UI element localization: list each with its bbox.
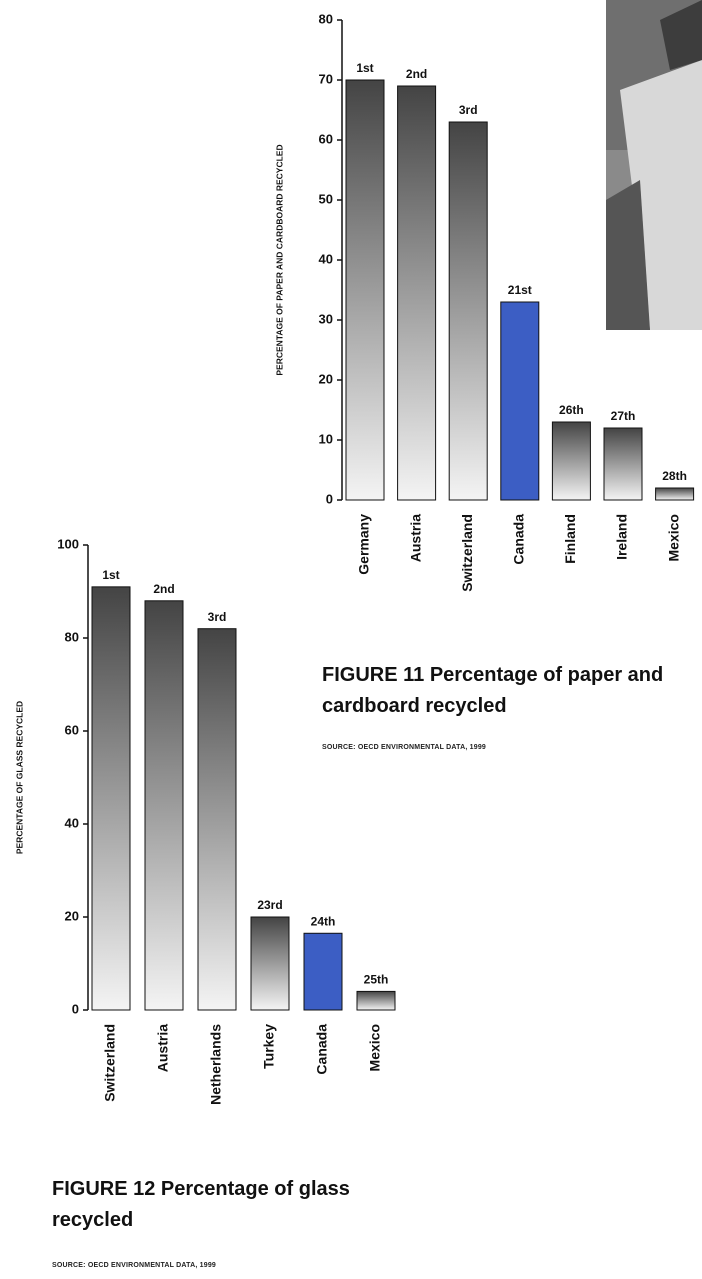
chart-title: FIGURE 12 Percentage of glass recycled [52, 1178, 350, 1231]
x-tick-label: Turkey [261, 1024, 277, 1069]
x-tick-label: Mexico [367, 1024, 383, 1071]
bar [197, 628, 237, 1011]
bar [144, 600, 184, 1011]
bar [250, 916, 290, 1011]
bar-annotation: 21st [508, 283, 532, 297]
x-tick-label: Mexico [665, 514, 681, 561]
bar-annotation: 25th [364, 973, 389, 987]
bar-annotation: 28th [662, 469, 687, 483]
x-tick-label: Netherlands [208, 1024, 224, 1105]
y-tick-label: 20 [319, 371, 333, 386]
y-tick-label: 30 [319, 311, 333, 326]
photo [606, 0, 702, 330]
y-tick-label: 80 [319, 11, 333, 26]
bar-annotation: 3rd [459, 103, 478, 117]
y-tick-label: 80 [65, 629, 79, 644]
y-tick-label: 10 [319, 431, 333, 446]
bar-annotation: 26th [559, 403, 584, 417]
bar-annotation: 24th [311, 914, 336, 928]
bar [448, 121, 488, 501]
bar [397, 85, 437, 501]
y-tick-label: 20 [65, 908, 79, 923]
x-tick-label: Canada [511, 514, 527, 565]
bar-annotation: 23rd [257, 898, 282, 912]
bar-annotation: 3rd [208, 610, 227, 624]
x-tick-label: Canada [314, 1024, 330, 1075]
bar-annotation: 1st [102, 568, 119, 582]
y-tick-label: 0 [72, 1001, 79, 1016]
x-tick-label: Finland [562, 514, 578, 564]
bar-annotation: 1st [356, 61, 373, 75]
y-tick-label: 60 [319, 131, 333, 146]
y-tick-label: 70 [319, 71, 333, 86]
source: SOURCE: OECD ENVIRONMENTAL DATA, 1999 [322, 744, 487, 751]
bar [303, 932, 343, 1011]
x-tick-label: Switzerland [459, 514, 475, 592]
x-tick-label: Ireland [614, 514, 630, 560]
bar-annotation: 2nd [153, 582, 174, 596]
y-axis-label: PERCENTAGE OF PAPER AND CARDBOARD RECYCL… [274, 144, 284, 375]
y-tick-label: 100 [57, 536, 79, 551]
bar [500, 301, 540, 501]
x-tick-label: Switzerland [102, 1024, 118, 1102]
bar [655, 487, 695, 501]
bar-annotation: 27th [611, 409, 636, 423]
bar [345, 79, 385, 501]
x-tick-label: Germany [356, 514, 372, 575]
bar [91, 586, 131, 1011]
bar [603, 427, 643, 501]
y-tick-label: 40 [65, 815, 79, 830]
chart-title: FIGURE 11 Percentage of paper and cardbo… [322, 664, 664, 717]
bar [551, 421, 591, 501]
y-tick-label: 60 [65, 722, 79, 737]
bar [356, 990, 396, 1011]
x-tick-label: Austria [155, 1024, 171, 1072]
bar-annotation: 2nd [406, 67, 427, 81]
y-axis-label: PERCENTAGE OF GLASS RECYCLED [14, 701, 24, 854]
y-tick-label: 50 [319, 191, 333, 206]
y-tick-label: 40 [319, 251, 333, 266]
x-tick-label: Austria [407, 514, 423, 562]
source: SOURCE: OECD ENVIRONMENTAL DATA, 1999 [52, 1262, 217, 1269]
y-tick-label: 0 [326, 491, 333, 506]
